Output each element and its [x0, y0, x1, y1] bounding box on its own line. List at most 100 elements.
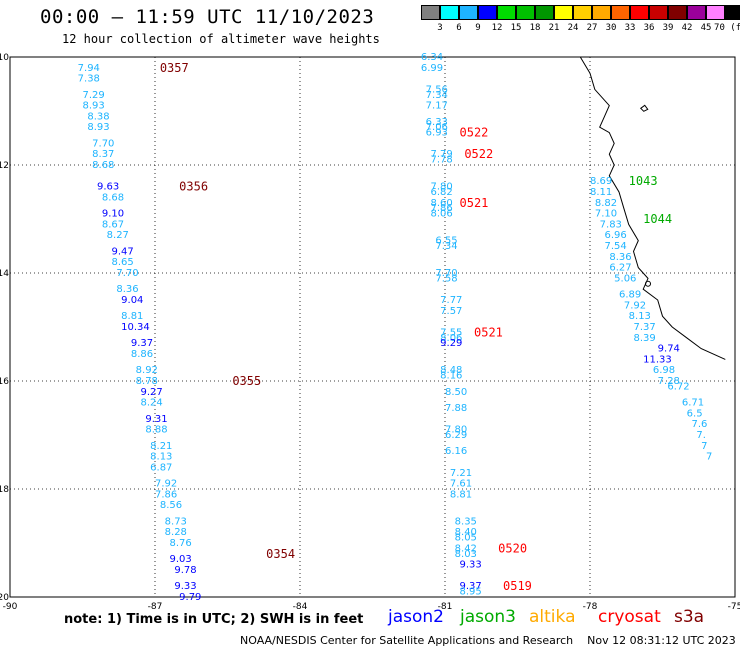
wave-height-value: 7.79	[431, 149, 453, 160]
wave-height-value: 9.27	[141, 387, 163, 398]
wave-height-value: 6.71	[682, 398, 704, 409]
legend-label: 33	[624, 23, 636, 33]
wave-height-value: 7.55	[440, 327, 462, 338]
legend-swatch	[573, 5, 592, 20]
legend-label: 18	[529, 23, 541, 33]
pass-number-label: 0354	[266, 547, 295, 561]
wave-height-value: 6.72	[667, 381, 689, 392]
wave-height-value: 9.47	[112, 246, 134, 257]
island-outline	[639, 104, 649, 112]
wave-height-value: 7	[701, 441, 707, 452]
wave-height-value: 8.92	[136, 365, 158, 376]
credit-line: NOAA/NESDIS Center for Satellite Applica…	[240, 634, 736, 647]
wave-height-value: 7.61	[450, 479, 472, 490]
wave-height-value: 8.13	[629, 311, 651, 322]
wave-height-value: 8.65	[112, 257, 134, 268]
legend-swatch	[630, 5, 649, 20]
x-tick-label: -87	[148, 602, 163, 612]
wave-height-value: 6.5	[687, 408, 703, 419]
pass-number-label: 0522	[460, 126, 489, 140]
wave-height-value: 6.55	[435, 236, 457, 247]
wave-height-value: 10.34	[121, 322, 150, 333]
wave-height-value: 9.31	[145, 414, 167, 425]
wave-height-value: 8.06	[440, 333, 462, 344]
wave-height-value: 8.76	[170, 538, 192, 549]
wave-height-value: 8.42	[455, 543, 477, 554]
mission-cryosat-label: cryosat	[598, 607, 661, 627]
wave-height-value: 7.77	[440, 295, 462, 306]
wave-height-value: 7.28	[658, 376, 680, 387]
legend-swatch	[649, 5, 668, 20]
wave-height-value: 6.96	[605, 230, 627, 241]
wave-height-value: 8.81	[450, 489, 472, 500]
pass-number-label: 0521	[460, 196, 489, 210]
legend-swatch	[592, 5, 611, 20]
legend-swatch	[706, 5, 725, 20]
wave-height-value: 7.34	[435, 241, 457, 252]
mission-jason2-label: jason2	[388, 607, 444, 627]
wave-height-value: 8.93	[87, 122, 109, 133]
x-tick-label: -78	[583, 602, 598, 612]
legend-swatch	[478, 5, 497, 20]
wave-height-value: 8.93	[83, 101, 105, 112]
wave-height-value: 7.70	[435, 268, 457, 279]
legend-label: 6	[456, 23, 462, 33]
wave-height-value: 6.34	[421, 52, 443, 63]
legend-label: 30	[605, 23, 617, 33]
pass-number-label: 0519	[503, 579, 532, 593]
legend-label: 27	[586, 23, 598, 33]
footer-note: note: 1) Time is in UTC; 2) SWH is in fe…	[64, 612, 364, 627]
wave-height-value: 7.94	[78, 63, 100, 74]
chart-subtitle: 12 hour collection of altimeter wave hei…	[62, 32, 380, 46]
wave-height-value: 7.56	[426, 84, 448, 95]
wave-height-value: 9.37	[460, 581, 482, 592]
y-tick-label: 18	[0, 485, 9, 495]
legend-swatch	[535, 5, 554, 20]
wave-height-value: 8.69	[590, 176, 612, 187]
legend-label: 70 (ft)	[714, 23, 740, 33]
wave-height-value: 8.28	[165, 527, 187, 538]
wave-height-value: 6.27	[609, 263, 631, 274]
wave-height-value: 6.33	[426, 117, 448, 128]
wave-height-value: 7.06	[426, 122, 448, 133]
legend-label: 42	[681, 23, 693, 33]
wave-height-value: 7	[706, 452, 712, 463]
wave-height-value: 8.21	[150, 441, 172, 452]
wave-height-value: 8.86	[131, 349, 153, 360]
wave-height-value: 8.56	[160, 500, 182, 511]
y-tick-label: 10	[0, 53, 9, 63]
wave-height-value: 8.06	[431, 209, 453, 220]
wave-height-value: 8.82	[595, 198, 617, 209]
legend-swatch	[725, 5, 740, 20]
wave-height-value: 9.79	[179, 592, 201, 603]
wave-height-value: 8.81	[121, 311, 143, 322]
pass-number-label: 1044	[643, 212, 672, 226]
pass-number-label: 0355	[232, 374, 261, 388]
y-tick-label: 20	[0, 593, 9, 603]
legend-swatch	[421, 5, 440, 20]
wave-height-value: 9.33	[174, 581, 196, 592]
wave-height-value: 7.80	[431, 182, 453, 193]
x-tick-label: -75	[728, 602, 740, 612]
y-tick-label: 12	[0, 161, 9, 171]
wave-height-value: 9.74	[658, 344, 680, 355]
wave-height-value: 8.68	[102, 192, 124, 203]
wave-height-value: 7.92	[155, 479, 177, 490]
wave-height-value: 7.70	[92, 138, 114, 149]
wave-height-value: 9.29	[440, 338, 462, 349]
pass-number-label: 0522	[464, 147, 493, 161]
wave-height-value: 9.33	[460, 560, 482, 571]
wave-height-value: 8.13	[150, 452, 172, 463]
wave-height-value: 8.68	[92, 160, 114, 171]
wave-height-value: 11.33	[643, 354, 672, 365]
wave-height-value: 9.78	[174, 565, 196, 576]
wave-height-value: 7.86	[155, 489, 177, 500]
wave-height-value: 8.40	[455, 527, 477, 538]
pass-number-label: 0357	[160, 61, 189, 75]
wave-height-value: 7.83	[600, 219, 622, 230]
wave-height-value: 6.29	[445, 430, 467, 441]
legend-swatch	[516, 5, 535, 20]
mission-s3a-label: s3a	[674, 607, 705, 627]
wave-height-value: 7.29	[83, 90, 105, 101]
